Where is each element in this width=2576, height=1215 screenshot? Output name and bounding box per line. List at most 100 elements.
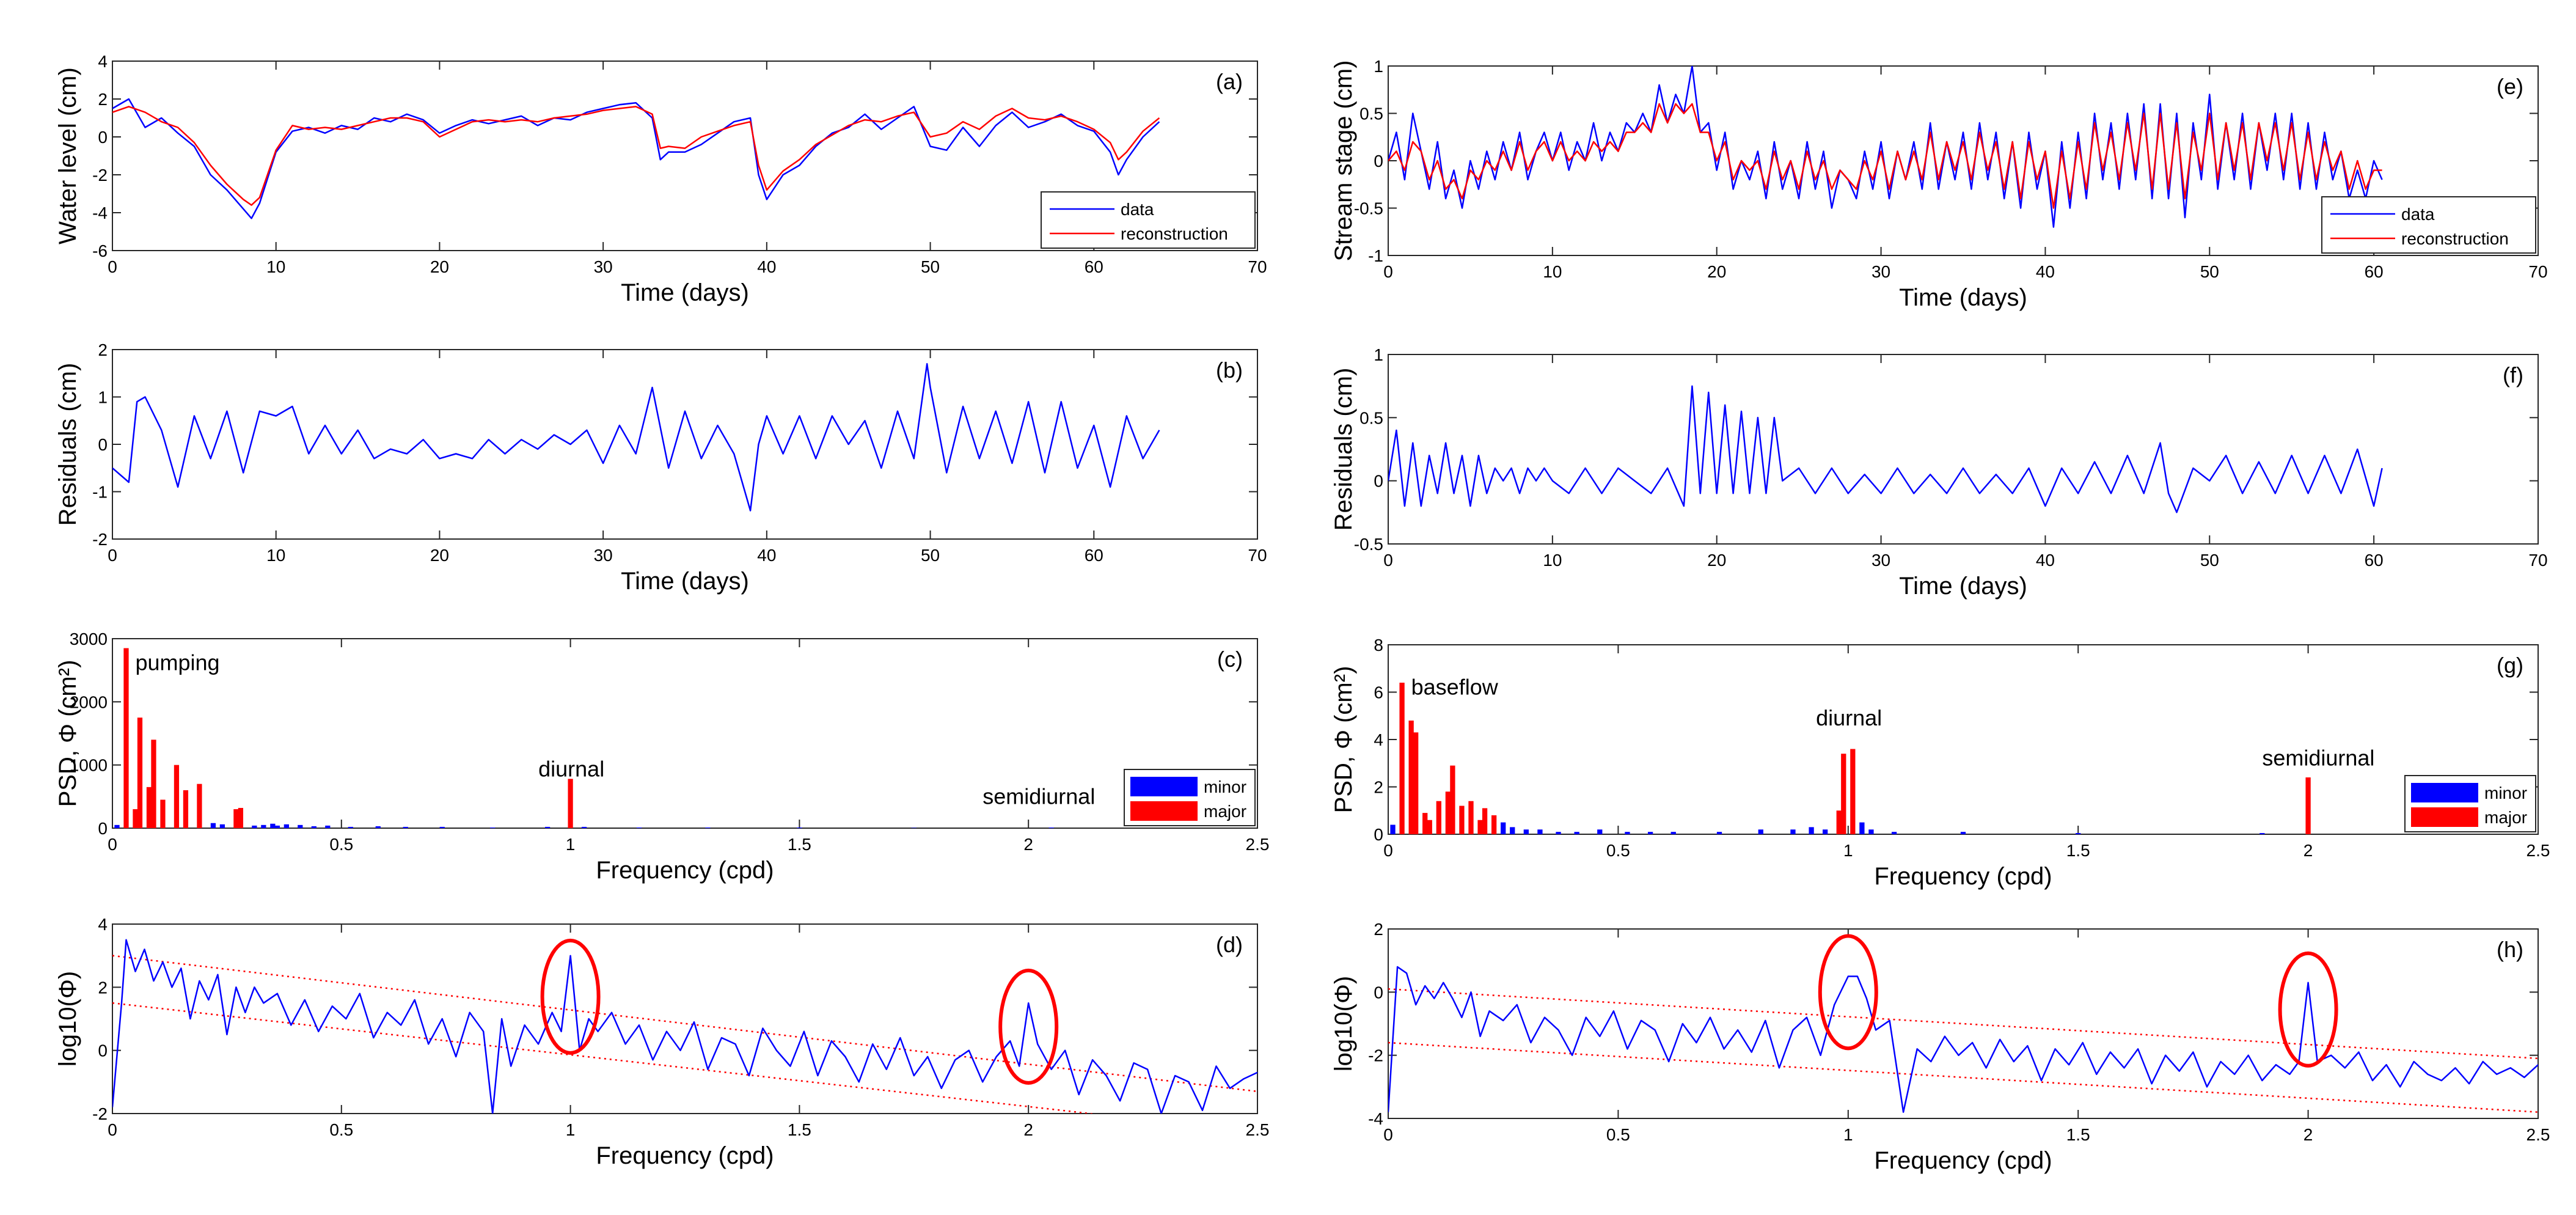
bar-minor [1891, 832, 1897, 834]
y-tick-label: 0 [98, 128, 108, 147]
bar-major [137, 718, 143, 828]
x-tick-label: 0 [1383, 841, 1393, 860]
y-tick-label: -2 [92, 530, 108, 549]
x-tick-label: 1 [1843, 841, 1853, 860]
bar-major [123, 648, 129, 828]
bar-minor [1670, 832, 1676, 834]
x-tick-label: 1 [1843, 1125, 1853, 1144]
y-tick-label: 0.5 [1359, 408, 1383, 427]
x-axis-label: Frequency (cpd) [596, 1142, 774, 1169]
bar-minor [1574, 832, 1579, 834]
bar-minor [1758, 829, 1763, 834]
bar-minor [1823, 829, 1828, 834]
bar-minor [252, 825, 257, 828]
y-tick-label: 2 [1374, 920, 1383, 939]
bar-minor [284, 824, 289, 828]
x-tick-label: 1.5 [788, 835, 811, 854]
plot-area [1388, 354, 2539, 545]
bar-minor [1716, 832, 1722, 834]
bar-major [1436, 801, 1441, 834]
x-tick-label: 60 [1085, 257, 1103, 276]
x-tick-label: 70 [2528, 551, 2547, 570]
x-tick-label: 0.5 [1606, 841, 1630, 860]
panel-c: 0 0.5 1 1.5 2 2.5 0 1000 2000 3000 Frequency (cpd)… [54, 630, 1269, 884]
panel-e: 0 10 20 30 40 50 60 70 -1 -0.5 0 0.5 1 Time (days) Str… [1330, 57, 2548, 311]
bar-minor [1390, 824, 1396, 834]
bar-major [1422, 813, 1428, 834]
plot-area [112, 923, 1258, 1114]
bar-major [1841, 754, 1846, 834]
bar-major [1450, 765, 1455, 834]
plot-marks [112, 363, 1160, 512]
x-tick-label: 30 [1872, 262, 1890, 281]
panel-b: 0 10 20 30 40 50 60 70 -2 -1 0 1 2 Time (days) Residua… [54, 340, 1267, 595]
highlight-ellipse [1818, 934, 1878, 1051]
bar-major [1836, 810, 1842, 834]
x-tick-label: 40 [2036, 551, 2055, 570]
plot-marks [114, 648, 1054, 828]
panel-label: (g) [2497, 653, 2523, 678]
panel-label: (c) [1217, 647, 1243, 672]
y-tick-label: 4 [98, 915, 108, 934]
series-line-series [1388, 385, 2383, 513]
y-tick-label: 8 [1374, 636, 1383, 655]
x-tick-label: 0 [1383, 551, 1393, 570]
bar-minor [348, 826, 353, 828]
x-tick-label: 20 [1707, 551, 1726, 570]
x-tick-label: 0 [108, 835, 117, 854]
y-axis-label: PSD, Φ (cm²) [54, 660, 81, 807]
annotation-label: baseflow [1411, 674, 1499, 699]
x-tick-label: 1.5 [2066, 841, 2090, 860]
legend-label: data [1121, 200, 1154, 219]
bar-minor [544, 826, 551, 828]
legend: data reconstruction [2321, 196, 2536, 254]
x-tick-label: 0.5 [329, 835, 353, 854]
x-tick-label: 70 [2528, 262, 2547, 281]
x-axis-label: Frequency (cpd) [596, 857, 774, 884]
y-tick-label: 4 [98, 52, 108, 71]
bar-major [568, 779, 573, 828]
bar-minor [114, 824, 120, 828]
legend-label: data [2401, 205, 2435, 224]
y-axis-label: PSD, Φ (cm²) [1330, 666, 1357, 813]
bar-major [1491, 815, 1497, 834]
annotation-label: semidiurnal [2262, 746, 2374, 771]
bar-minor [1790, 829, 1796, 834]
x-tick-label: 10 [1543, 262, 1562, 281]
plot-marks [112, 98, 1160, 219]
y-tick-label: 1 [98, 388, 108, 407]
x-tick-label: 60 [2365, 551, 2384, 570]
y-tick-label: 0 [1374, 825, 1383, 844]
x-tick-label: 2.5 [2527, 1125, 2550, 1144]
bar-minor [581, 826, 587, 828]
bar-minor [1960, 832, 1966, 834]
x-tick-label: 10 [1543, 551, 1562, 570]
panel-g: 0 0.5 1 1.5 2 2.5 0 2 4 6 8 Frequency (cpd) PSD, Φ (… [1330, 636, 2550, 890]
bar-minor [311, 826, 317, 828]
x-tick-label: 20 [430, 257, 449, 276]
panel-label: (f) [2503, 362, 2523, 387]
x-tick-label: 30 [594, 257, 613, 276]
legend-label: minor [1204, 777, 1246, 796]
legend-label: major [1204, 802, 1246, 821]
plot-marks [1388, 385, 2383, 513]
bar-major [1459, 806, 1465, 834]
bar-major [1468, 801, 1474, 834]
x-axis-label: Time (days) [621, 279, 749, 306]
y-tick-label: 2000 [70, 692, 108, 711]
x-tick-label: 40 [2036, 262, 2055, 281]
bar-major [1408, 721, 1414, 834]
legend-swatch-minor [2411, 783, 2478, 802]
plot-area [1388, 644, 2539, 835]
bar-minor [375, 826, 381, 828]
y-tick-label: -6 [92, 241, 108, 260]
bar-major [233, 809, 239, 828]
x-tick-label: 30 [1872, 551, 1890, 570]
x-tick-label: 2.5 [1246, 1120, 1270, 1139]
highlight-ellipse [540, 938, 601, 1055]
legend-label: reconstruction [2401, 229, 2509, 248]
series-line-reconstruction [1388, 103, 2382, 209]
panel-h: 0 0.5 1 1.5 2 2.5 -4 -2 0 2 Frequency (cpd) log10(Φ… [1330, 920, 2550, 1174]
